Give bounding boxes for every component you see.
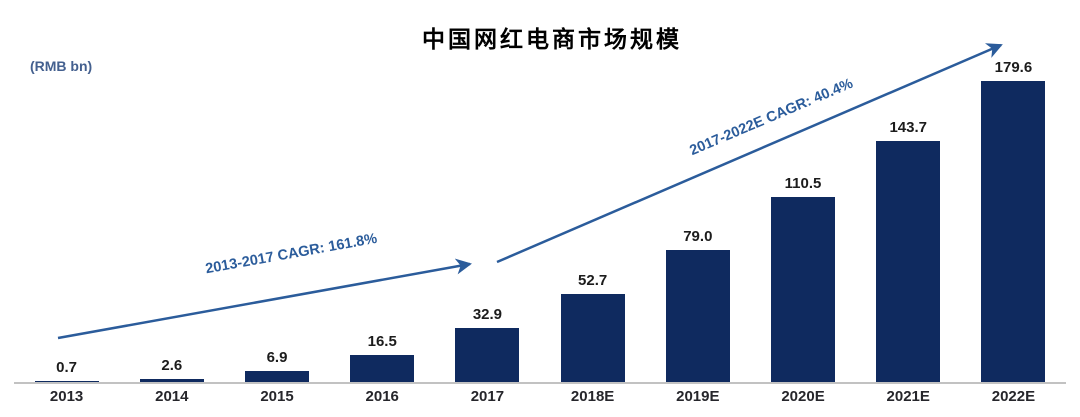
value-label-2015: 6.9 [266, 349, 288, 367]
bar-column-2016: 16.5 [330, 333, 435, 383]
value-label-2022E: 179.6 [994, 59, 1033, 76]
x-axis-label-2013: 2013 [49, 388, 84, 405]
bar-2015 [245, 371, 309, 383]
bar-column-2020E: 110.5 [750, 175, 855, 383]
bar-2022E [981, 81, 1046, 383]
bar-2016 [350, 355, 415, 383]
x-axis-label-2014: 2014 [155, 388, 189, 405]
bar-2014 [139, 378, 204, 383]
x-axis-label-2020E: 2020E [781, 388, 825, 405]
bar-2018E [560, 294, 625, 383]
bar-column-2021E: 143.7 [856, 119, 961, 383]
x-axis-label-2022E: 2022E [991, 388, 1036, 405]
value-label-2016: 16.5 [367, 333, 397, 351]
value-label-2017: 32.9 [472, 305, 503, 323]
x-axis-labels: 2013 2014 2015 2016 2017 2018E 2019E 2020E 2021E… [14, 388, 1066, 405]
value-label-2018E: 52.7 [578, 272, 608, 290]
value-label-2021E: 143.7 [889, 119, 927, 137]
y-axis-unit-label: (RMB bn) [30, 58, 93, 74]
x-axis-label-2019E: 2019E [676, 388, 720, 405]
x-axis-label-2018E: 2018E [570, 388, 615, 405]
x-axis-baseline [14, 382, 1066, 384]
value-label-2013: 0.7 [56, 359, 78, 376]
bar-column-2018E: 52.7 [540, 272, 645, 383]
bar-2020E [771, 197, 836, 383]
bar-column-2014: 2.6 [119, 357, 224, 383]
x-axis-label-2017: 2017 [470, 388, 505, 405]
value-label-2020E: 110.5 [784, 175, 822, 193]
bar-column-2022E: 179.6 [961, 59, 1066, 383]
bar-columns: 0.7 2.6 6.9 16.5 32.9 52.7 79.0 110.5 143.7 179.6 [14, 38, 1066, 383]
bar-2019E [665, 250, 730, 383]
bar-2017 [455, 327, 520, 383]
value-label-2014: 2.6 [161, 356, 183, 374]
bar-column-2017: 32.9 [435, 306, 540, 383]
bar-2021E [876, 141, 941, 383]
bar-column-2015: 6.9 [224, 349, 329, 383]
value-label-2019E: 79.0 [683, 228, 713, 246]
x-axis-label-2015: 2015 [260, 388, 294, 405]
bar-column-2019E: 79.0 [645, 228, 750, 383]
x-axis-label-2021E: 2021E [886, 388, 930, 405]
x-axis-label-2016: 2016 [365, 388, 399, 405]
bar-column-2013: 0.7 [14, 359, 119, 383]
